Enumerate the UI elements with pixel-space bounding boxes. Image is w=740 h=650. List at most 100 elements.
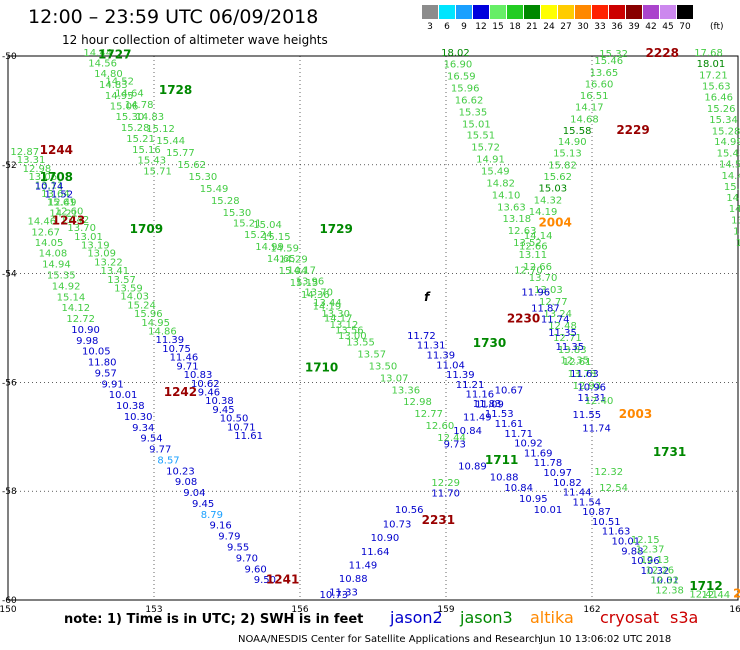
swh-value: 11.54 (573, 497, 602, 508)
legend-label: 3 (427, 22, 433, 32)
swh-value: 9.16 (209, 521, 231, 532)
swh-value: 16.60 (585, 80, 614, 91)
swh-value: 13.11 (35, 181, 64, 192)
swh-value: 12.70 (514, 266, 543, 277)
pass-time-label: 1729 (319, 222, 352, 236)
swh-value: 13.30 (321, 309, 350, 320)
swh-value: 15.15 (290, 278, 319, 289)
swh-value: 10.95 (519, 494, 548, 505)
lon-tick-label: 159 (437, 605, 454, 615)
swh-value: 8.79 (201, 510, 223, 521)
swh-value: 14.36 (301, 290, 330, 301)
swh-value: 17.68 (694, 48, 723, 59)
swh-value: 14.91 (476, 155, 505, 166)
legend-swatch (626, 5, 642, 19)
swh-value: 16.90 (444, 59, 473, 70)
lat-tick-label: -54 (2, 270, 17, 280)
swh-value: 14.56 (88, 58, 117, 69)
pass-time-label: 1730 (473, 336, 506, 350)
swh-value: 13.83 (558, 345, 587, 356)
swh-value: 12.98 (403, 397, 432, 408)
swh-value: 11.09 (475, 399, 504, 410)
swh-value: 15.82 (548, 161, 577, 172)
swh-value: 14.14 (524, 231, 553, 242)
swh-value: 10.01 (109, 390, 138, 401)
footer-note: note: 1) Time is in UTC; 2) SWH is in fe… (64, 612, 364, 627)
pass-time-label: 1243 (52, 214, 85, 228)
swh-value: 11.04 (436, 360, 465, 371)
swh-value: 15.01 (462, 119, 491, 130)
swh-value: 9.08 (175, 477, 197, 488)
swh-value: 14.47 (721, 171, 740, 182)
swh-value: 8.57 (157, 455, 179, 466)
lon-tick-label: 156 (291, 605, 308, 615)
swh-value: 14.19 (313, 302, 342, 313)
swh-value: 14.19 (529, 207, 558, 218)
swh-value: 15.30 (223, 208, 252, 219)
swh-value: 13.52 (513, 238, 542, 249)
legend-label: 27 (560, 22, 572, 32)
swh-value: 15.49 (481, 167, 510, 178)
swh-value: 15.28 (211, 196, 240, 207)
swh-value: 15.03 (538, 183, 567, 194)
swh-value: 11.49 (349, 560, 378, 571)
satellite-key-item: cryosat (600, 608, 660, 627)
swh-value: 15.51 (466, 131, 495, 142)
swh-value: 10.67 (495, 385, 524, 396)
swh-value: 11.63 (602, 527, 631, 538)
swh-value: 12.41 (689, 589, 718, 600)
swh-value: 11.87 (531, 304, 560, 315)
legend-label: 12 (475, 22, 487, 32)
legend-swatch (575, 5, 591, 19)
swh-value: 15.71 (143, 167, 172, 178)
swh-value: 14.82 (486, 179, 515, 190)
swh-value: 10.73 (383, 520, 412, 531)
swh-value: 14.64 (115, 88, 144, 99)
swh-value: 10.23 (166, 466, 195, 477)
pass-time-label: 1712 (689, 579, 722, 593)
swh-value: 13.57 (107, 275, 136, 286)
swh-value: 10.84 (453, 426, 482, 437)
swh-value: 12.49 (48, 198, 77, 209)
swh-value: 13.78 (568, 369, 597, 380)
swh-value: 11.80 (88, 358, 117, 369)
swh-value: 15.34 (709, 115, 738, 126)
swh-value: 13.56 (733, 226, 740, 237)
swh-value: 12.66 (523, 262, 552, 273)
swh-value: 13.96 (296, 276, 325, 287)
swh-value: 18.01 (697, 59, 726, 70)
swh-value: 9.50 (254, 575, 276, 586)
swh-value: 13.41 (100, 266, 129, 277)
swh-value: 10.75 (162, 344, 191, 355)
swh-value: 13.57 (357, 349, 386, 360)
swh-value: 15.16 (132, 145, 161, 156)
pass-time-label: 1244 (40, 143, 73, 157)
swh-value: 11.39 (155, 335, 184, 346)
swh-value: 14.08 (39, 249, 68, 260)
legend-label: 15 (492, 22, 504, 32)
swh-value: 13.55 (346, 337, 375, 348)
swh-value: 15.44 (156, 136, 185, 147)
swh-value: 14.03 (120, 292, 149, 303)
swh-value: 9.60 (245, 564, 267, 575)
swh-value: 11.35 (556, 342, 585, 353)
track-marker: f (424, 290, 431, 304)
swh-value: 14.52 (105, 76, 134, 87)
swh-value: 11.55 (573, 410, 602, 421)
pass-time-label: 2229 (616, 123, 649, 137)
swh-value: 14.17 (575, 102, 604, 113)
map-frame (7, 55, 739, 601)
swh-value: 9.77 (149, 445, 171, 456)
swh-value: 14.17 (324, 313, 353, 324)
swh-value: 12.35 (560, 355, 589, 366)
legend-label: 70 (679, 22, 691, 32)
swh-value: 11.74 (582, 423, 611, 434)
swh-value: 10.97 (543, 468, 572, 479)
swh-value: 12.87 (10, 147, 39, 158)
swh-value: 11.64 (361, 547, 390, 558)
pass-time-label: 1241 (266, 573, 299, 587)
swh-value: 14.95 (105, 91, 134, 102)
lat-tick-label: -58 (2, 487, 17, 497)
swh-value: 10.88 (490, 472, 519, 483)
